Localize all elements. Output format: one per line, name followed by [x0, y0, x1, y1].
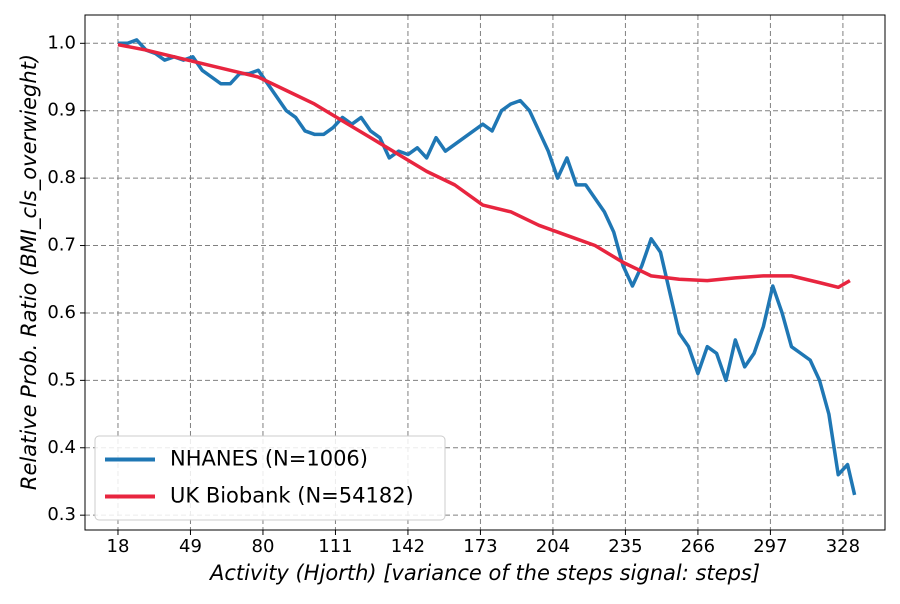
x-tick-label: 266	[681, 536, 715, 557]
data-line	[117, 42, 851, 290]
legend-box	[94, 435, 446, 521]
x-tick-label: 111	[318, 536, 352, 557]
x-tick-label: 173	[463, 536, 497, 557]
x-tick-label: 204	[536, 536, 570, 557]
legend-label: UK Biobank (N=54182)	[170, 484, 414, 508]
y-tick-label: 0.5	[47, 369, 76, 390]
x-tick-label: 328	[826, 536, 860, 557]
x-tick-label: 80	[252, 536, 275, 557]
x-axis-label: Activity (Hjorth) [variance of the steps…	[208, 561, 760, 585]
y-tick-label: 0.9	[47, 100, 76, 121]
legend-label: NHANES (N=1006)	[170, 447, 368, 471]
x-tick-label: 49	[179, 536, 202, 557]
y-tick-label: 0.6	[47, 302, 76, 323]
y-tick-label: 0.8	[47, 167, 76, 188]
y-tick-label: 0.7	[47, 235, 76, 256]
data-line	[117, 38, 857, 496]
x-tick-label: 18	[107, 536, 130, 557]
x-tick-label: 297	[753, 536, 787, 557]
y-tick-label: 1.0	[47, 32, 76, 53]
y-axis-label: Relative Prob. Ratio (BMI_cls_overwieght…	[17, 54, 42, 490]
y-tick-label: 0.3	[47, 504, 76, 525]
plot-frame	[84, 14, 886, 531]
x-tick-label: 235	[608, 536, 642, 557]
x-tick-label: 142	[391, 536, 425, 557]
y-tick-label: 0.4	[47, 437, 76, 458]
